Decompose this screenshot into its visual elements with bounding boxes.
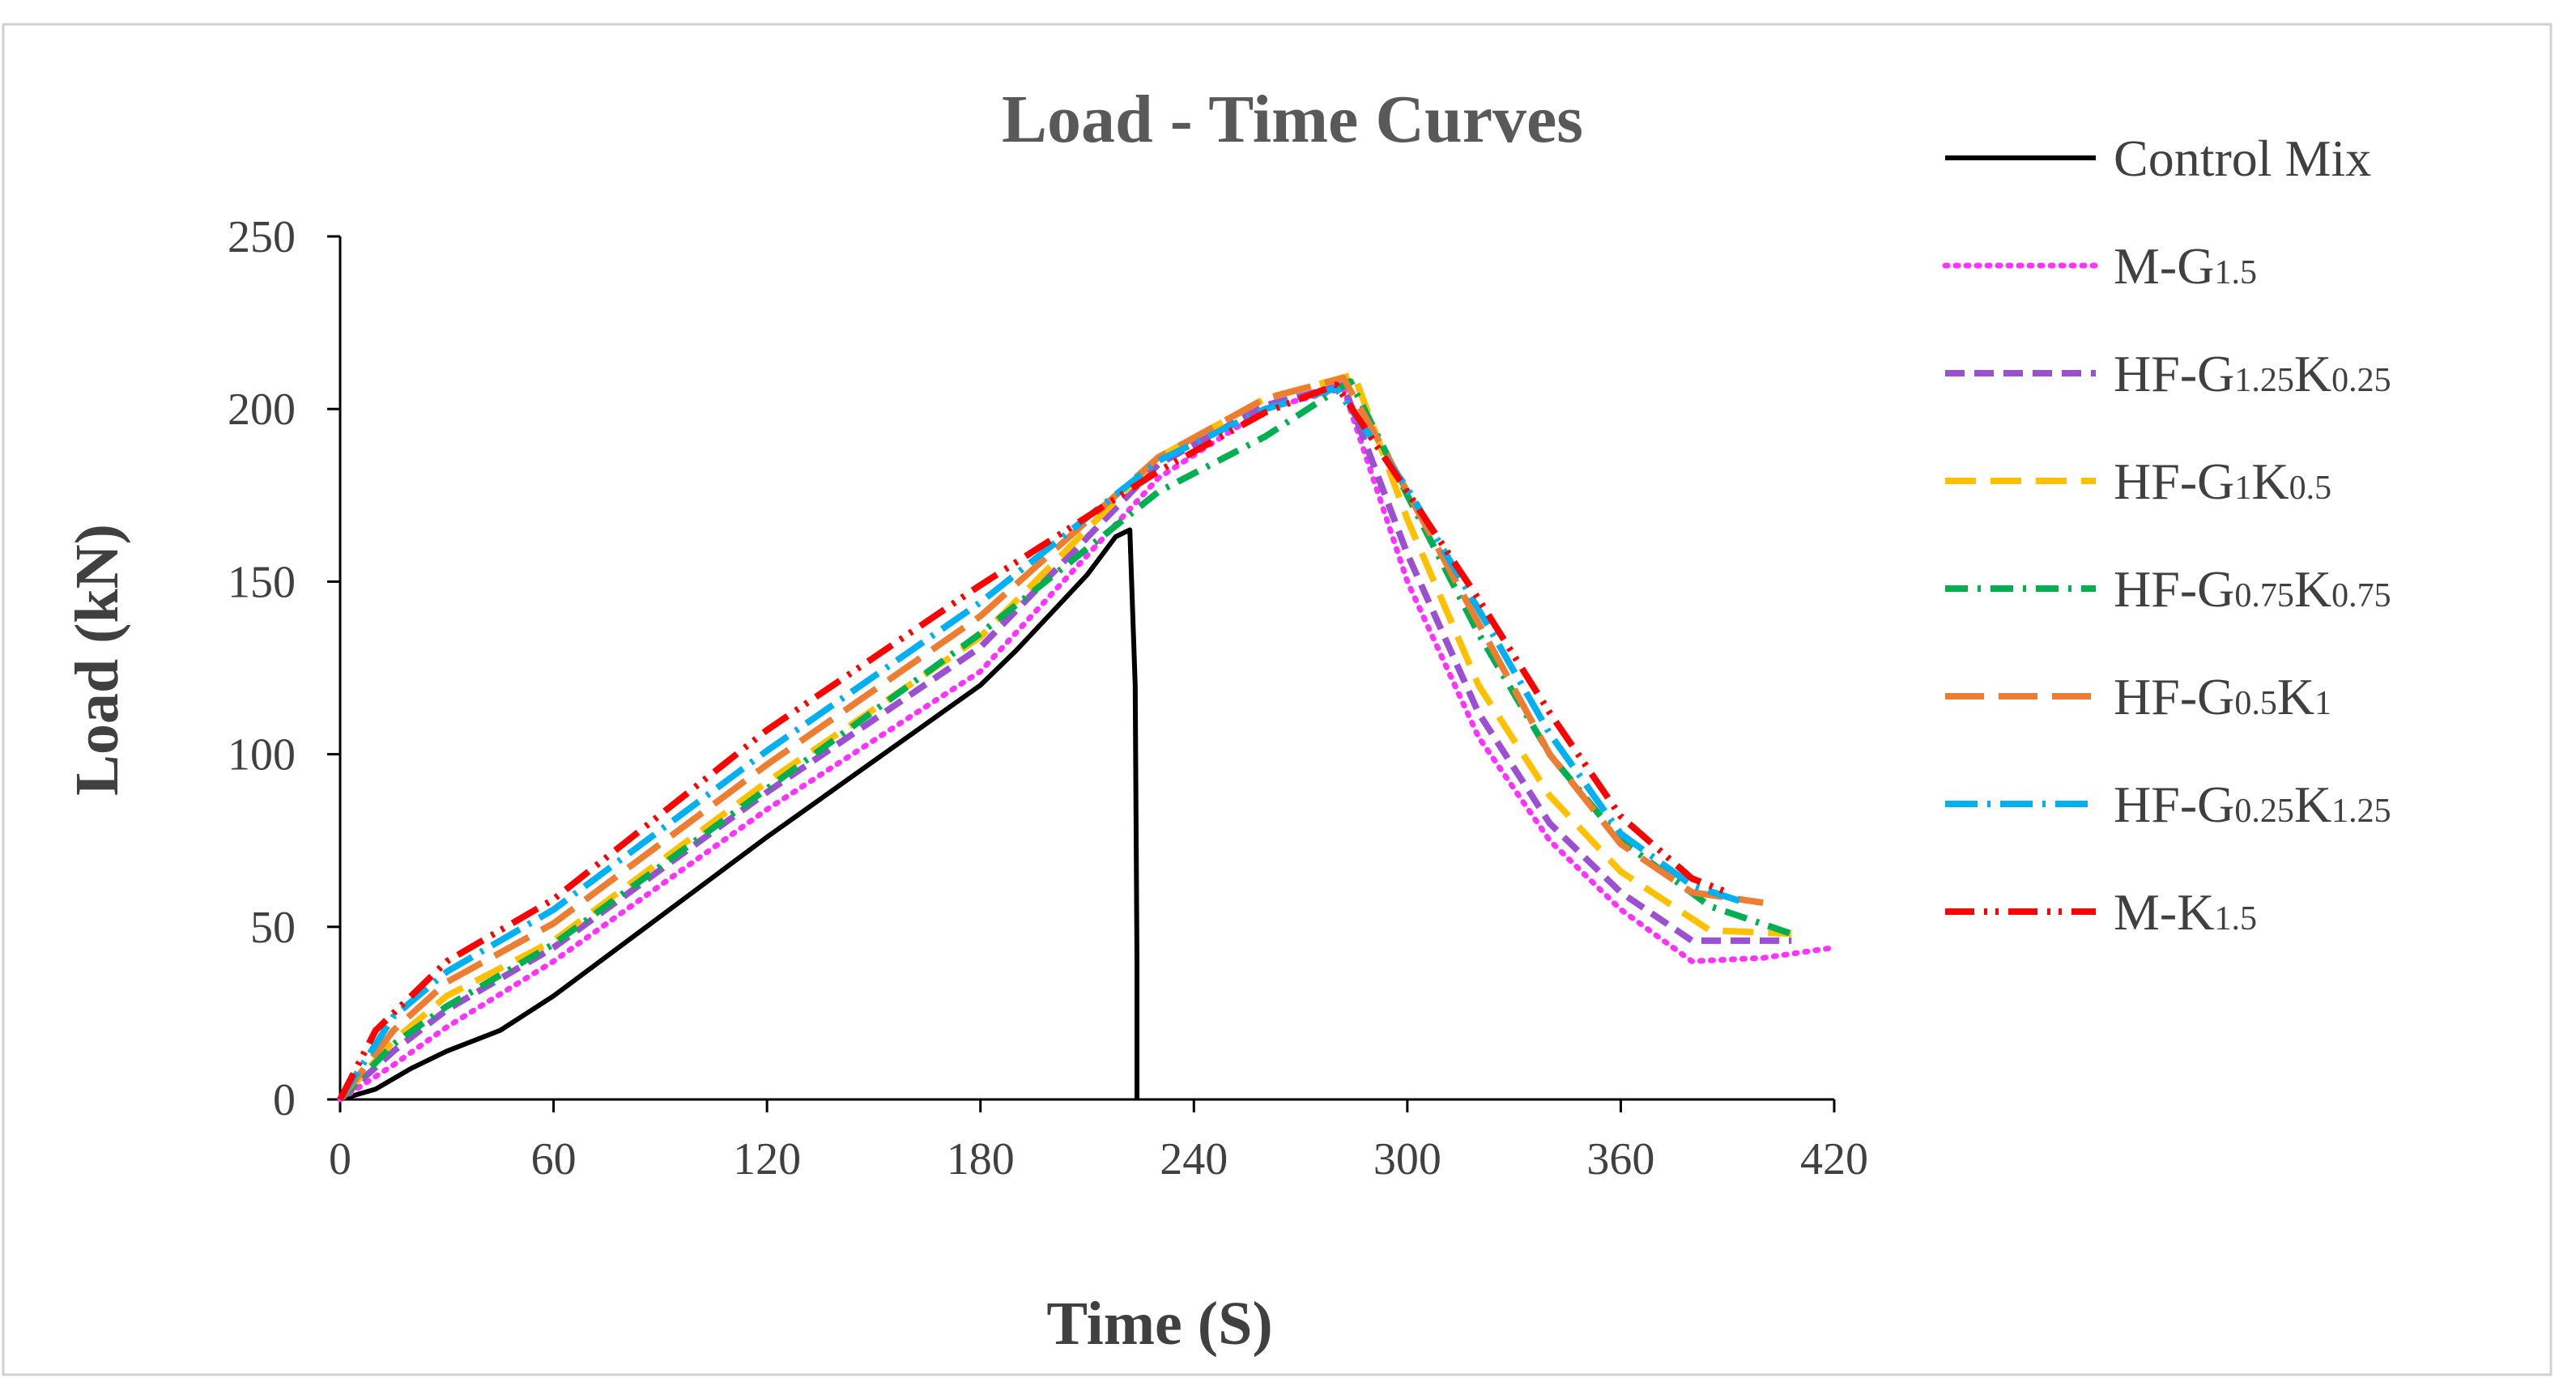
legend-item: M-K1.5 [1945,883,2257,941]
x-tick-label: 300 [1373,1134,1441,1184]
legend-label-part: HF-G [2114,560,2234,618]
legend: Control MixM-G1.5HF-G1.25K0.25HF-G1K0.5H… [1942,130,2391,941]
y-tick-label: 100 [228,730,296,780]
x-tick-label: 360 [1586,1134,1654,1184]
series-line [337,385,1747,1102]
legend-label-part: K [2251,453,2289,510]
legend-label-part: K [2277,668,2314,725]
legend-item: HF-G0.5K1 [1945,668,2331,725]
legend-label-part: K [2294,560,2331,618]
legend-item: Control Mix [1945,130,2371,187]
legend-label: HF-G0.25K1.25 [2114,776,2391,833]
x-tick-label: 60 [531,1134,577,1184]
legend-label-part: K [2294,776,2331,833]
legend-label-part: K [2294,345,2331,402]
legend-label-part: 0.25 [2234,793,2294,830]
legend-item: HF-G1.25K0.25 [1945,345,2391,402]
y-tick-label: 200 [228,385,296,435]
legend-label-part: 0.5 [2289,470,2332,507]
series-line [338,378,1793,1102]
legend-label-part: Control Mix [2114,130,2371,187]
legend-label: M-K1.5 [2114,883,2257,941]
legend-label: HF-G0.5K1 [2114,668,2331,725]
chart-title: Load - Time Curves [1002,82,1583,157]
legend-label-part: 1 [2314,685,2331,722]
legend-label-part: HF-G [2114,453,2234,510]
legend-label-part: HF-G [2114,776,2234,833]
chart-frame [2,23,2553,1376]
legend-label-part: 0.5 [2234,685,2277,722]
axes-group: 0 50 100 150 200 250 0 60 120 180 240 300 360 420 [228,212,1868,1184]
y-tick-label: 250 [228,212,296,262]
y-axis-title: Load (kN) [63,524,131,796]
legend-label-part: M-K [2114,883,2214,941]
legend-label-part: 1.25 [2234,362,2294,399]
legend-label: HF-G0.75K0.75 [2114,560,2391,618]
legend-label: M-G1.5 [2114,237,2257,295]
x-tick-label: 120 [733,1134,801,1184]
x-tick-label: 180 [947,1134,1015,1184]
legend-label-part: HF-G [2114,345,2234,402]
series-line [339,527,1139,1102]
x-tick-label: 420 [1800,1134,1868,1184]
legend-label-part: 1 [2234,470,2251,507]
x-axis-title: Time (S) [1046,1290,1272,1358]
legend-label-part: 0.75 [2234,577,2294,614]
series-group [337,371,1837,1103]
legend-label-part: 1.25 [2331,793,2391,830]
legend-item: HF-G1K0.5 [1945,453,2331,510]
series-line [338,371,1792,1102]
legend-label-part: 1.5 [2214,254,2257,291]
legend-item: HF-G0.25K1.25 [1945,776,2391,833]
legend-item: M-G1.5 [1942,237,2257,295]
legend-label: HF-G1K0.5 [2114,453,2331,510]
legend-label: Control Mix [2114,130,2371,187]
series-line [337,381,1729,1101]
legend-item: HF-G0.75K0.75 [1945,560,2391,618]
y-tick-label: 150 [228,557,296,607]
legend-label-part: 0.75 [2331,577,2391,614]
x-tick-label: 0 [329,1134,351,1184]
legend-label-part: 1.5 [2214,900,2257,938]
legend-label-part: 0.25 [2331,362,2391,399]
y-tick-label: 0 [273,1075,296,1125]
legend-label-part: HF-G [2114,668,2234,725]
y-tick-label: 50 [250,903,296,953]
x-tick-label: 240 [1160,1134,1228,1184]
legend-label-part: M-G [2114,237,2214,295]
legend-label: HF-G1.25K0.25 [2114,345,2391,402]
